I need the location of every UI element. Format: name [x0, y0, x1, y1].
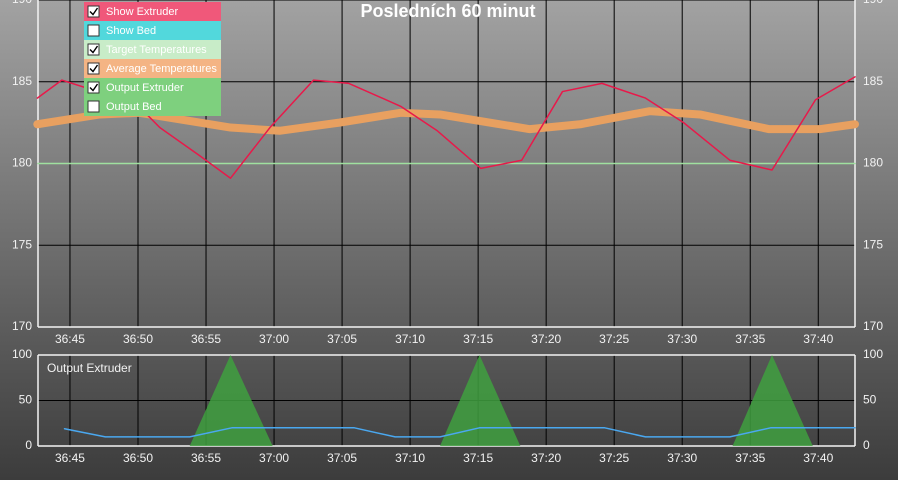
checkbox-row-bg: [84, 2, 221, 21]
checkbox-row[interactable]: Show Extruder: [84, 2, 221, 21]
checkbox-label: Average Temperatures: [106, 63, 217, 75]
x-tick-label: 36:45: [55, 332, 85, 346]
area: [732, 355, 813, 446]
y-tick-label: 170: [12, 319, 32, 333]
x-tick-label: 37:15: [463, 451, 493, 465]
checkbox-row-bg: [84, 21, 221, 40]
checkbox-label: Target Temperatures: [106, 44, 207, 56]
page-title: Posledních 60 minut: [360, 1, 535, 21]
x-tick-label: 37:10: [395, 332, 425, 346]
checkbox-row-bg: [84, 78, 221, 97]
x-tick-label: 37:15: [463, 332, 493, 346]
x-tick-label: 37:30: [667, 332, 697, 346]
y-tick-label-right: 175: [863, 237, 883, 251]
x-tick-label: 36:55: [191, 451, 221, 465]
chart-title: Output Extruder: [47, 361, 132, 375]
y-tick-label: 0: [25, 438, 32, 452]
x-tick-label: 37:00: [259, 332, 289, 346]
x-tick-label: 37:05: [327, 451, 357, 465]
checkbox-row[interactable]: Output Bed: [84, 97, 221, 116]
checkbox[interactable]: [87, 81, 100, 94]
y-tick-label-right: 180: [863, 156, 883, 170]
x-tick-label: 37:40: [803, 332, 833, 346]
checkbox-row[interactable]: Show Bed: [84, 21, 221, 40]
x-tick-label: 36:50: [123, 332, 153, 346]
x-tick-label: 36:45: [55, 451, 85, 465]
checkbox[interactable]: [87, 43, 100, 56]
checkbox-label: Show Bed: [106, 25, 156, 37]
x-tick-label: 37:05: [327, 332, 357, 346]
y-tick-label-right: 190: [863, 0, 883, 6]
x-tick-label: 36:55: [191, 332, 221, 346]
x-tick-label: 37:30: [667, 451, 697, 465]
x-tick-label: 37:00: [259, 451, 289, 465]
y-tick-label: 190: [12, 0, 32, 6]
check-mark: [89, 83, 99, 92]
plots: 170 170 175 175 180 180 185 185 190 190 36:45 36:50…: [12, 0, 883, 465]
checkbox-row-bg: [84, 97, 221, 116]
checkbox-row[interactable]: Average Temperatures: [84, 59, 221, 78]
line: [33, 107, 859, 135]
area: [189, 355, 273, 446]
y-tick-label-right: 170: [863, 319, 883, 333]
x-tick-label: 36:50: [123, 451, 153, 465]
check-mark: [89, 45, 99, 54]
checkbox-label: Output Bed: [106, 101, 162, 113]
y-tick-label-right: 100: [863, 347, 883, 361]
y-tick-label: 50: [19, 393, 33, 407]
checkbox-label: Show Extruder: [106, 6, 178, 18]
x-tick-label: 37:25: [599, 451, 629, 465]
x-tick-label: 37:10: [395, 451, 425, 465]
checkbox-label: Output Extruder: [106, 82, 184, 94]
x-tick-label: 37:35: [735, 332, 765, 346]
line: [63, 427, 856, 438]
x-tick-label: 37:20: [531, 332, 561, 346]
y-tick-label: 100: [12, 347, 32, 361]
x-tick-label: 37:20: [531, 451, 561, 465]
y-tick-label-right: 0: [863, 438, 870, 452]
area: [440, 355, 521, 446]
x-tick-label: 37:25: [599, 332, 629, 346]
checkbox-row-bg: [84, 40, 221, 59]
y-tick-label: 175: [12, 237, 32, 251]
y-tick-label-right: 50: [863, 393, 877, 407]
checkbox-row[interactable]: Output Extruder: [84, 78, 221, 97]
check-mark: [89, 7, 99, 16]
checkbox[interactable]: [87, 100, 100, 113]
checkbox-row-bg: [84, 59, 221, 78]
y-tick-label: 180: [12, 156, 32, 170]
checkbox[interactable]: [87, 5, 100, 18]
checkbox-panel: Show Extruder Show Bed Target Temperatures…: [84, 2, 221, 116]
check-mark: [89, 64, 99, 73]
x-tick-label: 37:35: [735, 451, 765, 465]
y-tick-label: 185: [12, 74, 32, 88]
x-tick-label: 37:40: [803, 451, 833, 465]
checkbox[interactable]: [87, 24, 100, 37]
checkbox[interactable]: [87, 62, 100, 75]
y-tick-label-right: 185: [863, 74, 883, 88]
checkbox-row[interactable]: Target Temperatures: [84, 40, 221, 59]
